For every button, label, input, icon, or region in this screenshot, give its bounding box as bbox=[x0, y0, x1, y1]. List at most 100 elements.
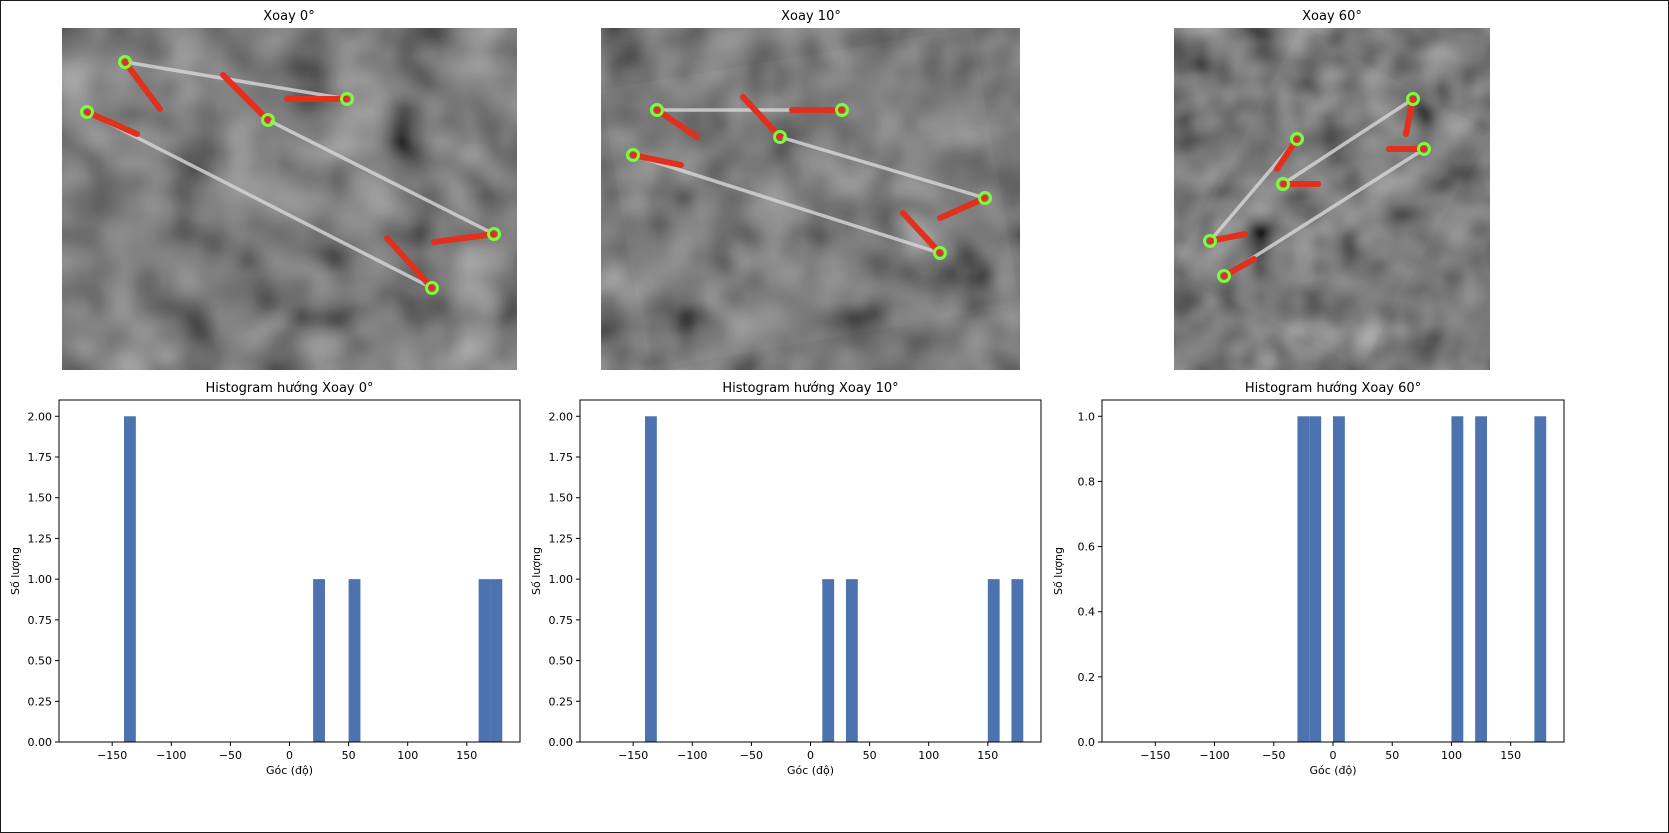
y-tick-label: 1.50 bbox=[549, 492, 574, 505]
keypoint-marker bbox=[978, 191, 992, 205]
histogram-rotation-60: −150 −100 −50 0 50 100 150 0.0 0.2 0.4 0.6 0.8 1.0 Hi… bbox=[1052, 381, 1565, 777]
orientation-arrow bbox=[900, 210, 943, 256]
histogram-bar bbox=[1534, 416, 1547, 742]
orientation-arrow bbox=[220, 72, 271, 123]
y-tick-label: 1.75 bbox=[28, 451, 53, 464]
keypoint-marker bbox=[773, 130, 787, 144]
image-title: Xoay 60° bbox=[1302, 9, 1362, 24]
x-tick-label: −100 bbox=[156, 749, 186, 762]
match-line bbox=[124, 60, 348, 101]
y-tick-label: 0.25 bbox=[28, 695, 53, 708]
keypoint-marker bbox=[650, 103, 664, 117]
histogram-bar bbox=[1309, 416, 1322, 742]
match-line bbox=[267, 118, 495, 236]
image-title: Xoay 10° bbox=[781, 9, 841, 24]
y-tick-label: 1.50 bbox=[28, 492, 53, 505]
image-texture bbox=[601, 28, 1020, 370]
y-tick-label: 1.00 bbox=[549, 573, 574, 586]
histogram-bar bbox=[1333, 416, 1345, 742]
histogram-bar bbox=[1297, 416, 1310, 742]
x-tick-label: 100 bbox=[1441, 749, 1462, 762]
image-panel-rotation-60: Xoay 60° bbox=[1174, 9, 1490, 370]
x-tick-label: −150 bbox=[618, 749, 648, 762]
chart-title: Histogram hướng Xoay 0° bbox=[205, 381, 373, 396]
keypoint-marker bbox=[1217, 269, 1231, 283]
histogram-bar bbox=[124, 416, 136, 742]
y-tick-label: 0.25 bbox=[549, 695, 574, 708]
match-line bbox=[1223, 147, 1425, 278]
y-tick-label: 1.00 bbox=[28, 573, 53, 586]
x-tick-label: −50 bbox=[1262, 749, 1285, 762]
keypoint-marker bbox=[487, 227, 501, 241]
x-tick-label: 150 bbox=[977, 749, 998, 762]
keypoint-marker bbox=[118, 55, 132, 69]
x-tick-label: −150 bbox=[97, 749, 127, 762]
y-tick-label: 0.75 bbox=[28, 614, 53, 627]
match-line bbox=[86, 110, 433, 290]
y-axis-label: Số lượng bbox=[1052, 547, 1065, 595]
x-tick-label: 50 bbox=[1385, 749, 1399, 762]
keypoint-marker bbox=[1276, 177, 1290, 191]
y-tick-label: 0.75 bbox=[549, 614, 574, 627]
orientation-arrow bbox=[654, 107, 700, 140]
keypoint-marker bbox=[835, 103, 849, 117]
keypoint-marker bbox=[933, 246, 947, 260]
x-tick-label: 150 bbox=[456, 749, 477, 762]
keypoint-marker bbox=[1290, 132, 1304, 146]
orientation-arrow bbox=[740, 94, 783, 140]
y-tick-label: 0.00 bbox=[549, 736, 574, 749]
keypoint-marker bbox=[80, 105, 94, 119]
x-axis-label: Góc (độ) bbox=[787, 764, 834, 777]
histogram-bar bbox=[478, 579, 491, 742]
y-tick-label: 1.25 bbox=[28, 532, 53, 545]
image-panel-rotation-10: Xoay 10° bbox=[601, 9, 1020, 370]
keypoint-marker bbox=[1203, 234, 1217, 248]
y-tick-label: 2.00 bbox=[549, 410, 574, 423]
y-tick-label: 0.50 bbox=[549, 655, 574, 668]
orientation-arrow bbox=[384, 235, 435, 291]
histogram-bar bbox=[1011, 579, 1024, 742]
y-tick-label: 0.8 bbox=[1078, 475, 1096, 488]
histogram-bar bbox=[1451, 416, 1464, 742]
x-tick-label: 50 bbox=[342, 749, 356, 762]
match-line bbox=[632, 153, 941, 255]
image-title: Xoay 0° bbox=[263, 9, 314, 24]
histogram-bar bbox=[987, 579, 1000, 742]
histogram-bar bbox=[490, 579, 503, 742]
keypoint-marker bbox=[261, 113, 275, 127]
x-tick-label: −100 bbox=[677, 749, 707, 762]
x-tick-label: −100 bbox=[1199, 749, 1229, 762]
histogram-bar bbox=[1475, 416, 1487, 742]
y-tick-label: 0.4 bbox=[1078, 606, 1096, 619]
y-tick-label: 1.0 bbox=[1078, 410, 1096, 423]
keypoint-marker bbox=[425, 281, 439, 295]
x-tick-label: 100 bbox=[918, 749, 939, 762]
y-tick-label: 0.2 bbox=[1078, 671, 1096, 684]
histogram-bar bbox=[822, 579, 835, 742]
chart-title: Histogram hướng Xoay 10° bbox=[722, 381, 898, 396]
keypoint-marker bbox=[1406, 92, 1420, 106]
x-tick-label: 0 bbox=[286, 749, 293, 762]
y-tick-label: 1.25 bbox=[549, 532, 574, 545]
match-line bbox=[779, 135, 986, 200]
orientation-arrow bbox=[84, 109, 140, 137]
x-tick-label: 0 bbox=[807, 749, 814, 762]
x-tick-label: −50 bbox=[219, 749, 242, 762]
x-axis-label: Góc (độ) bbox=[266, 764, 313, 777]
orientation-arrow bbox=[122, 59, 163, 112]
x-tick-label: −50 bbox=[740, 749, 763, 762]
orientation-arrow bbox=[431, 231, 497, 245]
y-tick-label: 0.0 bbox=[1078, 736, 1096, 749]
histogram-bar bbox=[645, 416, 657, 742]
x-tick-label: 150 bbox=[1500, 749, 1521, 762]
x-tick-label: −150 bbox=[1140, 749, 1170, 762]
y-tick-label: 1.75 bbox=[549, 451, 574, 464]
histogram-bar bbox=[313, 579, 325, 742]
y-tick-label: 0.6 bbox=[1078, 541, 1096, 554]
chart-title: Histogram hướng Xoay 60° bbox=[1245, 381, 1421, 396]
y-tick-label: 2.00 bbox=[28, 410, 53, 423]
y-tick-label: 0.00 bbox=[28, 736, 53, 749]
keypoint-marker bbox=[1417, 142, 1431, 156]
image-panel-rotation-0: Xoay 0° bbox=[62, 9, 517, 370]
